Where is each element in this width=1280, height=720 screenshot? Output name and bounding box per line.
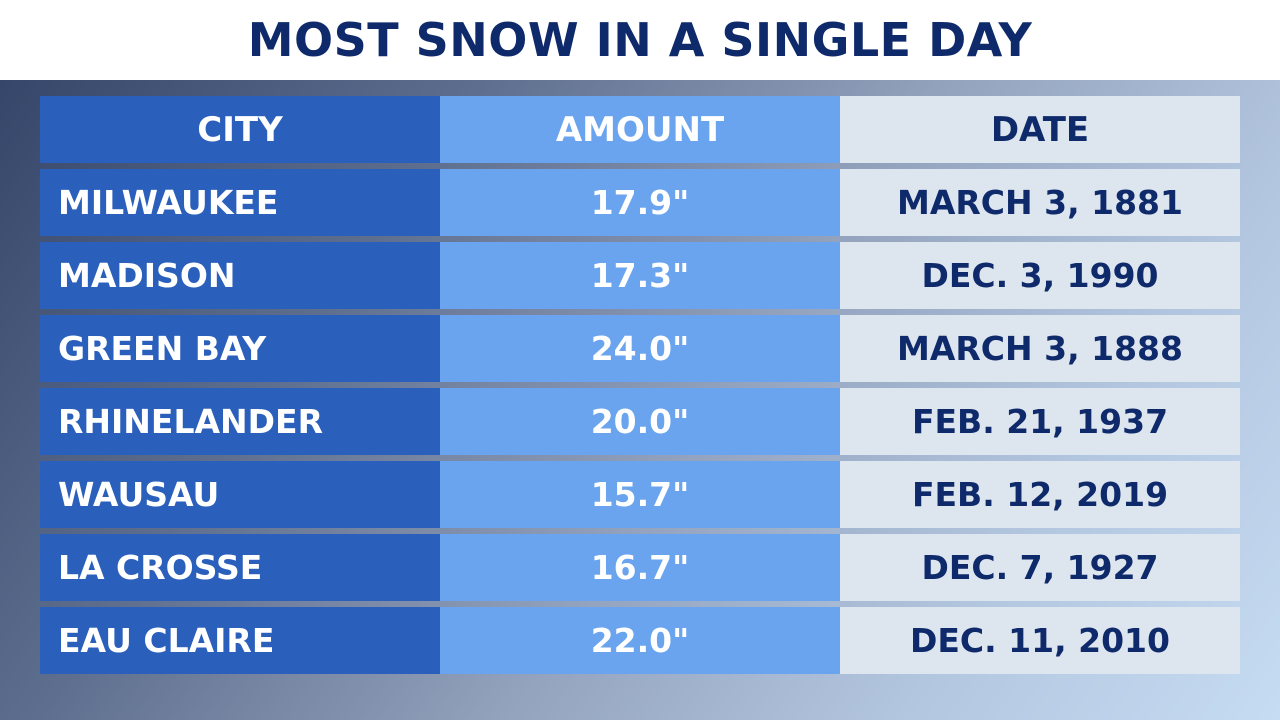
header-amount: AMOUNT bbox=[440, 96, 840, 163]
date-cell: DEC. 7, 1927 bbox=[840, 534, 1240, 601]
table-header-row: CITY AMOUNT DATE bbox=[40, 96, 1240, 163]
title-bar: MOST SNOW IN A SINGLE DAY bbox=[0, 0, 1280, 80]
city-cell: MADISON bbox=[40, 242, 440, 309]
table-row: MILWAUKEE 17.9" MARCH 3, 1881 bbox=[40, 169, 1240, 236]
date-cell: DEC. 3, 1990 bbox=[840, 242, 1240, 309]
date-cell: FEB. 12, 2019 bbox=[840, 461, 1240, 528]
header-date: DATE bbox=[840, 96, 1240, 163]
table-row: EAU CLAIRE 22.0" DEC. 11, 2010 bbox=[40, 607, 1240, 674]
header-city: CITY bbox=[40, 96, 440, 163]
amount-cell: 15.7" bbox=[440, 461, 840, 528]
amount-cell: 22.0" bbox=[440, 607, 840, 674]
amount-cell: 17.9" bbox=[440, 169, 840, 236]
table-row: RHINELANDER 20.0" FEB. 21, 1937 bbox=[40, 388, 1240, 455]
city-cell: LA CROSSE bbox=[40, 534, 440, 601]
date-cell: MARCH 3, 1888 bbox=[840, 315, 1240, 382]
chart-title: MOST SNOW IN A SINGLE DAY bbox=[247, 13, 1033, 67]
city-cell: MILWAUKEE bbox=[40, 169, 440, 236]
amount-cell: 24.0" bbox=[440, 315, 840, 382]
amount-cell: 16.7" bbox=[440, 534, 840, 601]
table-row: LA CROSSE 16.7" DEC. 7, 1927 bbox=[40, 534, 1240, 601]
city-cell: WAUSAU bbox=[40, 461, 440, 528]
amount-cell: 20.0" bbox=[440, 388, 840, 455]
city-cell: GREEN BAY bbox=[40, 315, 440, 382]
date-cell: DEC. 11, 2010 bbox=[840, 607, 1240, 674]
date-cell: MARCH 3, 1881 bbox=[840, 169, 1240, 236]
city-cell: RHINELANDER bbox=[40, 388, 440, 455]
table-row: MADISON 17.3" DEC. 3, 1990 bbox=[40, 242, 1240, 309]
amount-cell: 17.3" bbox=[440, 242, 840, 309]
table-row: WAUSAU 15.7" FEB. 12, 2019 bbox=[40, 461, 1240, 528]
date-cell: FEB. 21, 1937 bbox=[840, 388, 1240, 455]
table-row: GREEN BAY 24.0" MARCH 3, 1888 bbox=[40, 315, 1240, 382]
city-cell: EAU CLAIRE bbox=[40, 607, 440, 674]
